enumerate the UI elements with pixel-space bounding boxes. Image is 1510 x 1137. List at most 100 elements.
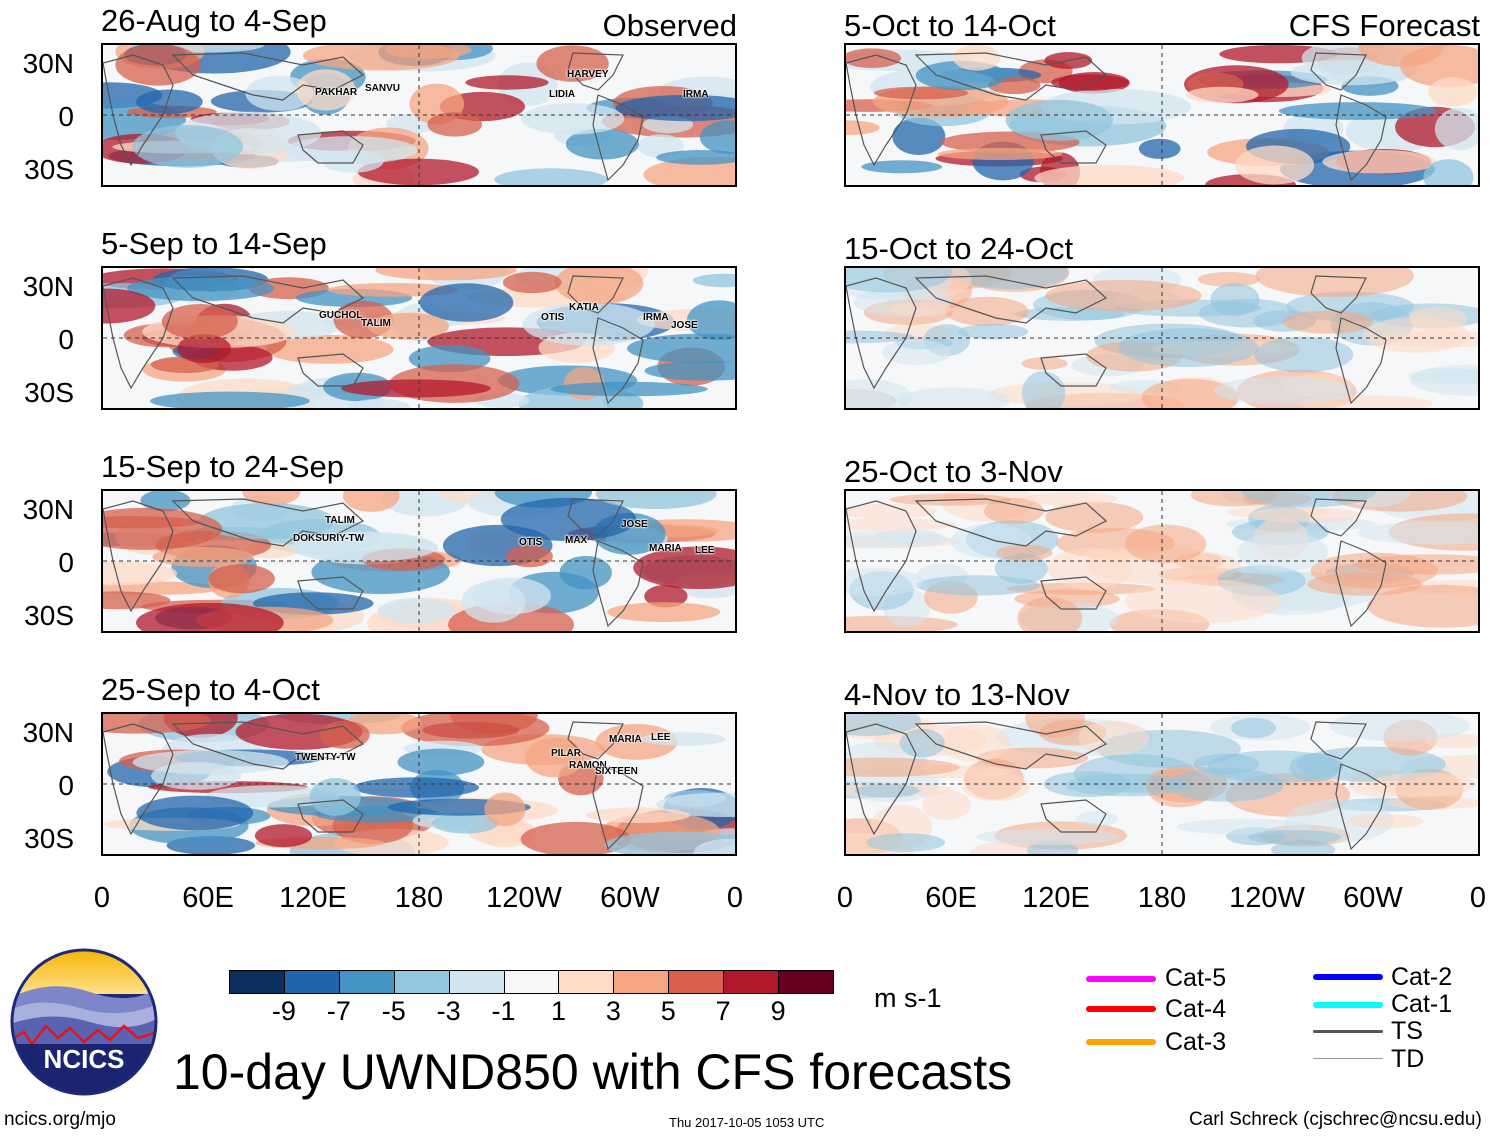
anomaly-contour <box>922 790 971 820</box>
storm-label: SANVU <box>365 83 401 94</box>
anomaly-contour <box>1076 811 1118 827</box>
wind-anomaly-field <box>103 45 735 185</box>
anomaly-contour <box>136 602 284 631</box>
coastline <box>567 52 624 91</box>
anomaly-contour <box>846 757 960 777</box>
colorbar-cell <box>558 970 615 994</box>
coastline <box>592 317 644 405</box>
anomaly-contour <box>1138 138 1181 159</box>
storm-label: JOSE <box>671 320 698 331</box>
anomaly-contour <box>506 545 553 568</box>
coastline <box>1040 353 1107 387</box>
anomaly-contour <box>595 491 717 509</box>
map-panel-obs-2: GUCHOL TALIM KATIA OTIS IRMA JOSE <box>101 266 737 410</box>
anomaly-contour <box>1329 714 1470 742</box>
anomaly-contour <box>522 302 655 346</box>
anomaly-contour <box>846 518 956 531</box>
anomaly-contour <box>1282 310 1373 334</box>
lat-label-eq: 0 <box>58 101 74 132</box>
main-title: 10-day UWND850 with CFS forecasts <box>173 1044 1013 1100</box>
anomaly-contour <box>846 567 924 597</box>
anomaly-contour <box>1357 521 1478 545</box>
anomaly-contour <box>103 714 212 734</box>
footer-url[interactable]: ncics.org/mjo <box>4 1109 116 1130</box>
anomaly-contour <box>103 591 171 610</box>
lat-label-eq: 0 <box>58 324 74 355</box>
panel-tag-observed: Observed <box>602 8 737 43</box>
lon-label: 120E <box>1022 882 1090 914</box>
anomaly-contour <box>343 491 400 512</box>
coastline <box>1335 94 1387 182</box>
coastline <box>297 353 364 387</box>
storm-label: PAKHAR <box>315 87 358 98</box>
map-panel-obs-3: TALIM DOKSURIY-TW OTIS MAX JOSE MARIA LE… <box>101 489 737 633</box>
panel-title-fcst-1: 5-Oct to 14-Oct <box>844 8 1056 43</box>
panel-title-obs-4: 25-Sep to 4-Oct <box>101 672 320 707</box>
coastline <box>103 277 174 390</box>
colorbar-units: m s-1 <box>874 983 942 1013</box>
anomaly-contour <box>996 544 1053 561</box>
storm-label: OTIS <box>519 537 543 548</box>
anomaly-contour <box>846 531 950 549</box>
coastline <box>592 540 644 628</box>
anomaly-contour <box>1428 77 1478 107</box>
coastline <box>1040 799 1107 833</box>
anomaly-contour <box>136 795 254 831</box>
anomaly-contour <box>1231 717 1276 739</box>
anomaly-contour <box>854 784 919 798</box>
anomaly-contour <box>693 838 735 854</box>
coastline <box>846 54 917 167</box>
storm-label: MARIA <box>649 543 682 554</box>
storm-label: MARIA <box>609 734 642 745</box>
anomaly-contour <box>940 724 1010 762</box>
map-panel-obs-1: PAKHAR SANVU HARVEY LIDIA IRMA <box>101 43 737 187</box>
legend-line-td <box>1313 1058 1383 1059</box>
colorbar <box>229 970 834 994</box>
colorbar-label: -3 <box>436 996 461 1026</box>
anomaly-contour <box>484 792 526 827</box>
anomaly-contour <box>500 497 637 541</box>
anomaly-contour <box>103 288 156 324</box>
colorbar-label: 9 <box>770 996 786 1026</box>
colorbar-cell <box>393 970 450 994</box>
anomaly-contour <box>1197 272 1260 287</box>
anomaly-contour <box>882 339 951 365</box>
wind-anomaly-field <box>846 268 1478 408</box>
anomaly-contour <box>1241 491 1377 508</box>
anomaly-contour <box>397 748 485 776</box>
colorbar-label: 7 <box>715 996 731 1026</box>
anomaly-contour <box>846 379 913 408</box>
coastline <box>103 500 174 613</box>
anomaly-contour <box>432 812 499 834</box>
storm-label: TALIM <box>361 318 391 329</box>
lat-label-30n: 30N <box>22 494 74 525</box>
anomaly-contour <box>1408 306 1468 331</box>
lat-label-30s: 30S <box>24 154 74 185</box>
map-panel-fcst-3 <box>844 489 1480 633</box>
coastline <box>297 130 364 164</box>
wind-anomaly-field <box>103 714 735 854</box>
anomaly-contour <box>149 391 310 408</box>
lon-label: 0 <box>93 882 111 914</box>
anomaly-contour <box>1167 768 1285 802</box>
anomaly-contour <box>861 160 943 174</box>
storm-label: DOKSURIY-TW <box>293 533 365 544</box>
anomaly-contour <box>686 300 735 341</box>
storm-label: OTIS <box>541 312 565 323</box>
coastline <box>567 721 624 760</box>
coastline <box>171 52 365 101</box>
lat-label-30n: 30N <box>22 717 74 748</box>
anomaly-contour <box>208 564 275 594</box>
storm-label: TWENTY-TW <box>295 752 356 763</box>
colorbar-cell <box>668 970 725 994</box>
anomaly-contour <box>520 821 632 854</box>
coastline <box>914 275 1108 324</box>
anomaly-contour <box>1310 552 1439 589</box>
anomaly-contour <box>1434 107 1478 151</box>
lat-label-30s: 30S <box>24 823 74 854</box>
coastline <box>103 723 174 836</box>
lon-label: 60W <box>1343 882 1403 914</box>
coastline <box>297 576 364 610</box>
anomaly-contour <box>1234 145 1315 185</box>
colorbar-cell <box>613 970 670 994</box>
